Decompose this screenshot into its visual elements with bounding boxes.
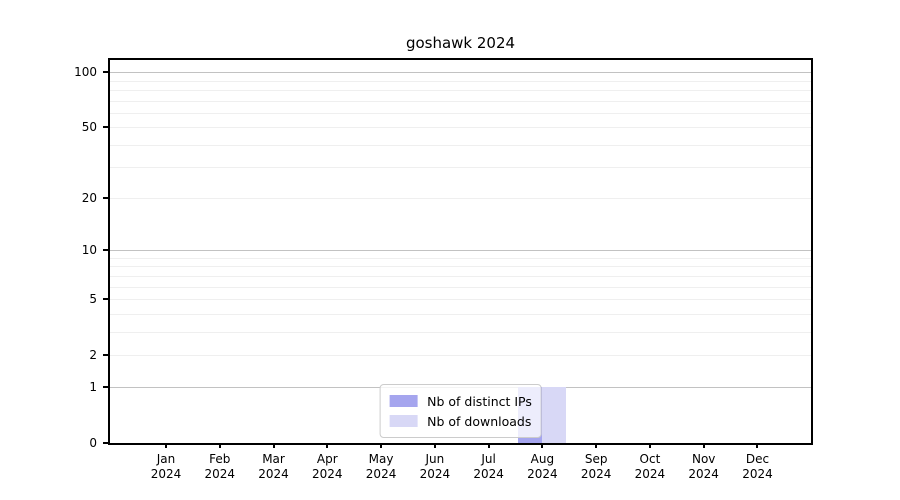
x-axis-tick-label: Aug 2024: [527, 452, 558, 481]
y-axis-tick: [103, 197, 108, 200]
x-axis-tick-label: Oct 2024: [634, 452, 666, 481]
x-axis-tick-label: Dec 2024: [742, 452, 773, 481]
x-axis-tick: [756, 443, 759, 448]
y-axis-tick-label: 100: [74, 65, 97, 80]
minor-gridline: [110, 80, 811, 82]
minor-gridline: [110, 198, 811, 200]
x-axis-tick-label: Jul 2024: [473, 452, 504, 481]
decade-gridline: [110, 72, 811, 74]
plot-area: 0 1 2 5 10 20 50 100 Jan 2024 Feb 2024 Mar 2024 Apr 202…: [74, 58, 813, 481]
minor-gridline: [110, 127, 811, 129]
y-axis-tick: [103, 386, 108, 389]
x-axis-tick-label: May 2024: [365, 452, 397, 481]
x-axis-tick: [272, 443, 275, 448]
legend: Nb of distinct IPs Nb of downloads: [379, 384, 542, 438]
x-axis-tick-label: Apr 2024: [312, 452, 343, 481]
x-axis-tick: [165, 443, 167, 448]
x-axis-tick: [218, 443, 221, 448]
y-axis-tick-label: 0: [89, 436, 97, 450]
x-axis-tick: [541, 443, 544, 448]
legend-entry-distinct-ips: Nb of distinct IPs: [389, 391, 532, 411]
minor-gridline: [110, 299, 811, 301]
legend-label: Nb of downloads: [427, 413, 532, 429]
x-axis-tick: [380, 443, 383, 448]
minor-gridline: [110, 167, 811, 169]
minor-gridline: [110, 89, 811, 91]
minor-gridline: [110, 286, 811, 288]
x-axis-tick-label: Jun 2024: [419, 452, 451, 481]
y-axis-tick: [103, 249, 108, 252]
chart-title: goshawk 2024: [405, 34, 516, 52]
minor-gridline: [110, 144, 811, 146]
y-axis-tick: [103, 71, 108, 74]
legend-entry-downloads: Nb of downloads: [389, 411, 532, 431]
legend-label: Nb of distinct IPs: [427, 393, 532, 409]
minor-gridline: [110, 331, 811, 333]
minor-gridline: [110, 112, 811, 114]
x-axis-tick: [433, 443, 436, 448]
x-axis-tick: [648, 443, 651, 448]
minor-gridline: [110, 275, 811, 277]
minor-gridline: [110, 258, 811, 259]
x-axis-tick-label: Sep 2024: [580, 452, 612, 481]
legend-swatch: [389, 395, 418, 407]
y-axis-tick-label: 20: [81, 191, 97, 206]
y-axis-tick-label: 50: [81, 120, 97, 135]
minor-gridline: [110, 100, 811, 102]
x-axis-tick: [702, 443, 705, 448]
minor-gridline: [110, 313, 811, 315]
y-axis-tick: [103, 442, 108, 444]
y-axis-tick-label: 2: [89, 347, 97, 362]
x-axis-tick-label: Mar 2024: [258, 452, 289, 481]
y-axis-tick: [103, 353, 108, 356]
y-axis-tick-label: 1: [89, 380, 97, 395]
x-axis-tick-label: Feb 2024: [204, 452, 236, 481]
y-axis-tick-label: 5: [89, 292, 97, 307]
minor-gridline: [110, 266, 811, 268]
y-axis-tick: [103, 298, 108, 301]
decade-gridline: [110, 250, 811, 252]
minor-gridline: [110, 354, 811, 356]
x-axis-tick: [595, 443, 598, 448]
y-axis-tick: [103, 126, 108, 129]
x-axis-tick: [487, 443, 490, 448]
x-axis-tick: [326, 443, 329, 448]
x-axis-tick-label: Jan 2024: [150, 452, 182, 481]
x-axis-tick-label: Nov 2024: [688, 452, 719, 481]
y-axis-tick-label: 10: [81, 243, 97, 258]
legend-swatch: [389, 415, 418, 427]
bar-downloads: [542, 387, 567, 443]
